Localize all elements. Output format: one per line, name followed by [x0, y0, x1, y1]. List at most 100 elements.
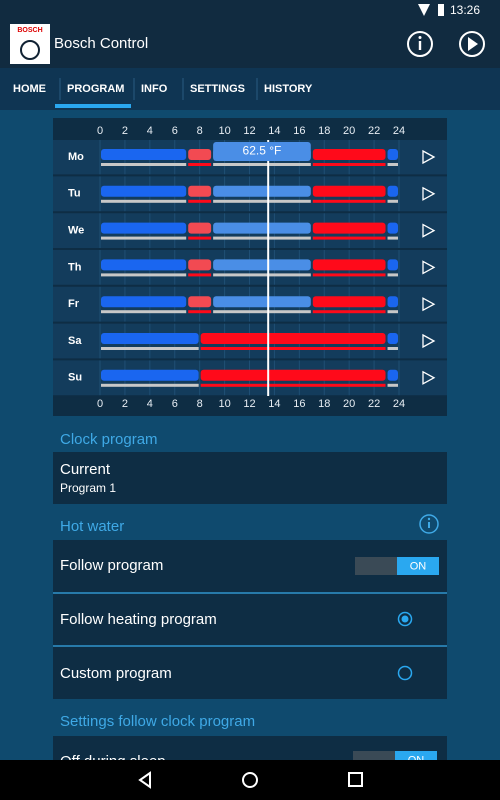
toggle-on — [397, 557, 439, 575]
heating-segment — [188, 222, 212, 234]
water-segment — [101, 199, 187, 203]
day-label: Th — [68, 261, 82, 273]
hour-tick-label: 2 — [122, 125, 128, 137]
water-segment — [213, 273, 311, 277]
home-button[interactable] — [242, 772, 258, 788]
info-glyph-dot — [427, 517, 431, 521]
tab[interactable]: PROGRAM — [67, 83, 124, 95]
info-glyph-dot — [418, 36, 422, 39]
section-heading: Clock program — [60, 431, 158, 448]
water-segment — [200, 383, 386, 387]
tab[interactable]: INFO — [141, 83, 168, 95]
heating-segment — [387, 222, 398, 234]
radio[interactable] — [397, 611, 413, 627]
heating-segment — [387, 149, 398, 160]
info-icon[interactable] — [419, 514, 439, 534]
info-glyph — [418, 41, 422, 50]
app-title: Bosch Control — [54, 35, 148, 52]
radio[interactable] — [397, 665, 413, 681]
hour-tick-label: 12 — [243, 125, 255, 137]
hour-tick-label: 4 — [147, 398, 153, 410]
water-segment — [188, 273, 212, 277]
logo[interactable] — [10, 24, 50, 64]
hour-tick-label: 10 — [218, 398, 230, 410]
play-day[interactable] — [422, 370, 436, 385]
heating-segment — [101, 296, 187, 308]
water-segment — [213, 310, 311, 314]
card[interactable] — [53, 594, 447, 645]
tab[interactable]: HOME — [13, 83, 46, 95]
item-title: Current — [60, 461, 111, 478]
item-title: Follow program — [60, 557, 163, 574]
heating-segment — [188, 259, 212, 271]
recents-button[interactable] — [348, 772, 363, 787]
water-segment — [101, 347, 199, 350]
hour-tick-label: 24 — [393, 125, 405, 137]
hour-tick-label: 2 — [122, 398, 128, 410]
water-segment — [312, 163, 386, 166]
hour-tick-label: 0 — [97, 398, 103, 410]
water-segment — [312, 199, 386, 203]
heating-segment — [101, 149, 187, 160]
heating-segment — [213, 259, 311, 271]
water-segment — [188, 236, 212, 240]
heating-segment — [188, 185, 212, 197]
heating-segment — [101, 259, 187, 271]
status-time: 13:26 — [450, 3, 480, 17]
hour-tick-label: 18 — [318, 398, 330, 410]
hour-tick-label: 22 — [368, 125, 380, 137]
item-title: Custom program — [60, 665, 172, 682]
water-segment — [312, 310, 386, 314]
heating-segment — [200, 333, 386, 344]
card[interactable] — [53, 452, 447, 504]
water-segment — [101, 383, 199, 387]
play-day[interactable] — [422, 260, 436, 275]
app-bar — [0, 0, 500, 68]
heating-segment — [188, 296, 212, 308]
play-day[interactable] — [422, 297, 436, 312]
tooltip-text: 62.5 °F — [243, 144, 282, 158]
logo-text: BOSCH — [17, 27, 42, 34]
play-day[interactable] — [422, 333, 436, 349]
info-glyph — [428, 522, 430, 528]
play-button[interactable] — [459, 31, 485, 57]
water-segment — [387, 236, 398, 240]
section-heading: Settings follow clock program — [60, 713, 255, 730]
heating-segment — [312, 259, 386, 271]
water-segment — [213, 199, 311, 203]
heating-segment — [213, 222, 311, 234]
heating-segment — [188, 149, 212, 160]
info-button[interactable] — [407, 31, 433, 57]
day-label: Fr — [68, 298, 80, 310]
tab[interactable]: SETTINGS — [190, 83, 245, 95]
nav-bar — [0, 760, 500, 800]
hour-tick-label: 22 — [368, 398, 380, 410]
water-segment — [188, 199, 212, 203]
heating-segment — [387, 333, 398, 344]
hour-tick-label: 8 — [197, 125, 203, 137]
play-day[interactable] — [422, 149, 436, 165]
hour-tick-label: 24 — [393, 398, 405, 410]
section-heading: Hot water — [60, 518, 124, 535]
water-segment — [200, 347, 386, 350]
heating-segment — [101, 369, 199, 381]
item-subtitle: Program 1 — [60, 481, 116, 495]
radio-dot — [401, 615, 409, 623]
heating-segment — [387, 369, 398, 381]
heating-segment — [312, 149, 386, 160]
tooltip-box — [213, 142, 311, 161]
heating-segment — [200, 369, 386, 381]
hour-tick-label: 6 — [172, 398, 178, 410]
item-title: Follow heating program — [60, 611, 217, 628]
hour-tick-label: 14 — [268, 398, 280, 410]
water-segment — [188, 310, 212, 314]
play-day[interactable] — [422, 223, 436, 238]
heating-segment — [101, 185, 187, 197]
tab[interactable]: HISTORY — [264, 83, 313, 95]
hour-tick-label: 14 — [268, 125, 280, 137]
card[interactable] — [53, 647, 447, 699]
back-button[interactable] — [138, 771, 151, 789]
play-day[interactable] — [422, 186, 436, 201]
heating-segment — [101, 333, 199, 344]
